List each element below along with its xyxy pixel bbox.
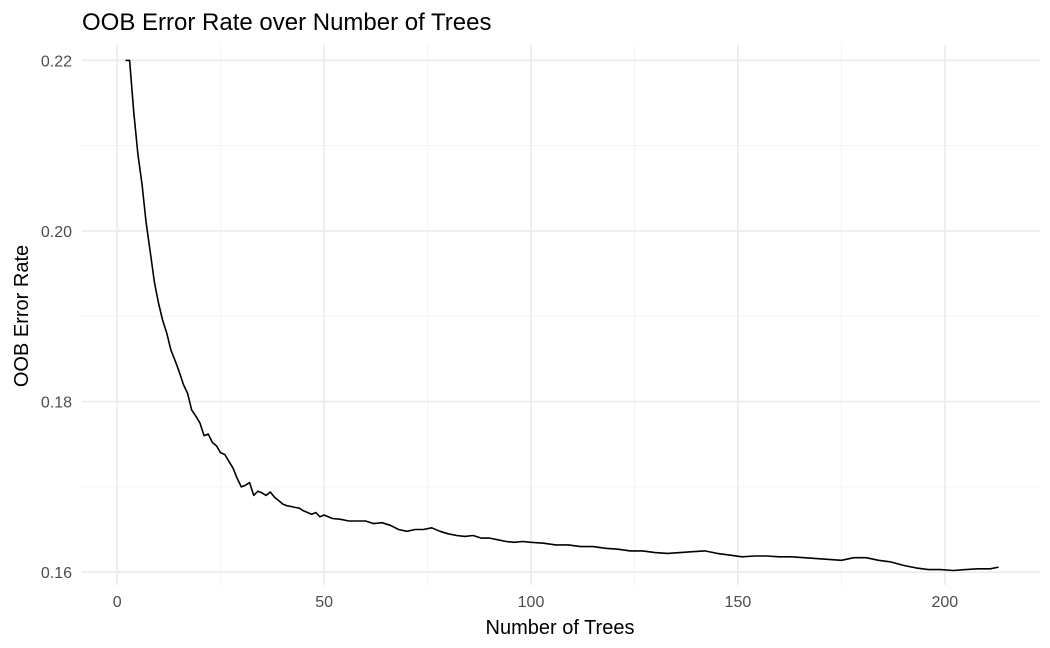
x-tick-label: 0 [113,594,122,611]
y-axis-title: OOB Error Rate [11,245,33,387]
y-tick-label: 0.16 [41,565,72,582]
y-tick-label: 0.18 [41,395,72,412]
y-tick-label: 0.20 [41,224,72,241]
y-tick-label: 0.22 [41,53,72,70]
chart-title: OOB Error Rate over Number of Trees [82,9,491,36]
x-tick-label: 50 [315,594,333,611]
y-axis-ticks: 0.16 0.18 0.20 0.22 [41,53,72,582]
oob-error-series-line [125,59,999,572]
major-gridlines [82,45,1040,585]
minor-gridlines [82,45,1040,585]
x-axis-ticks: 0 50 100 150 200 [113,594,959,611]
x-tick-label: 200 [931,594,958,611]
series-layer [125,59,999,572]
x-tick-label: 150 [725,594,752,611]
x-tick-label: 100 [518,594,545,611]
x-axis-title: Number of Trees [486,617,635,639]
